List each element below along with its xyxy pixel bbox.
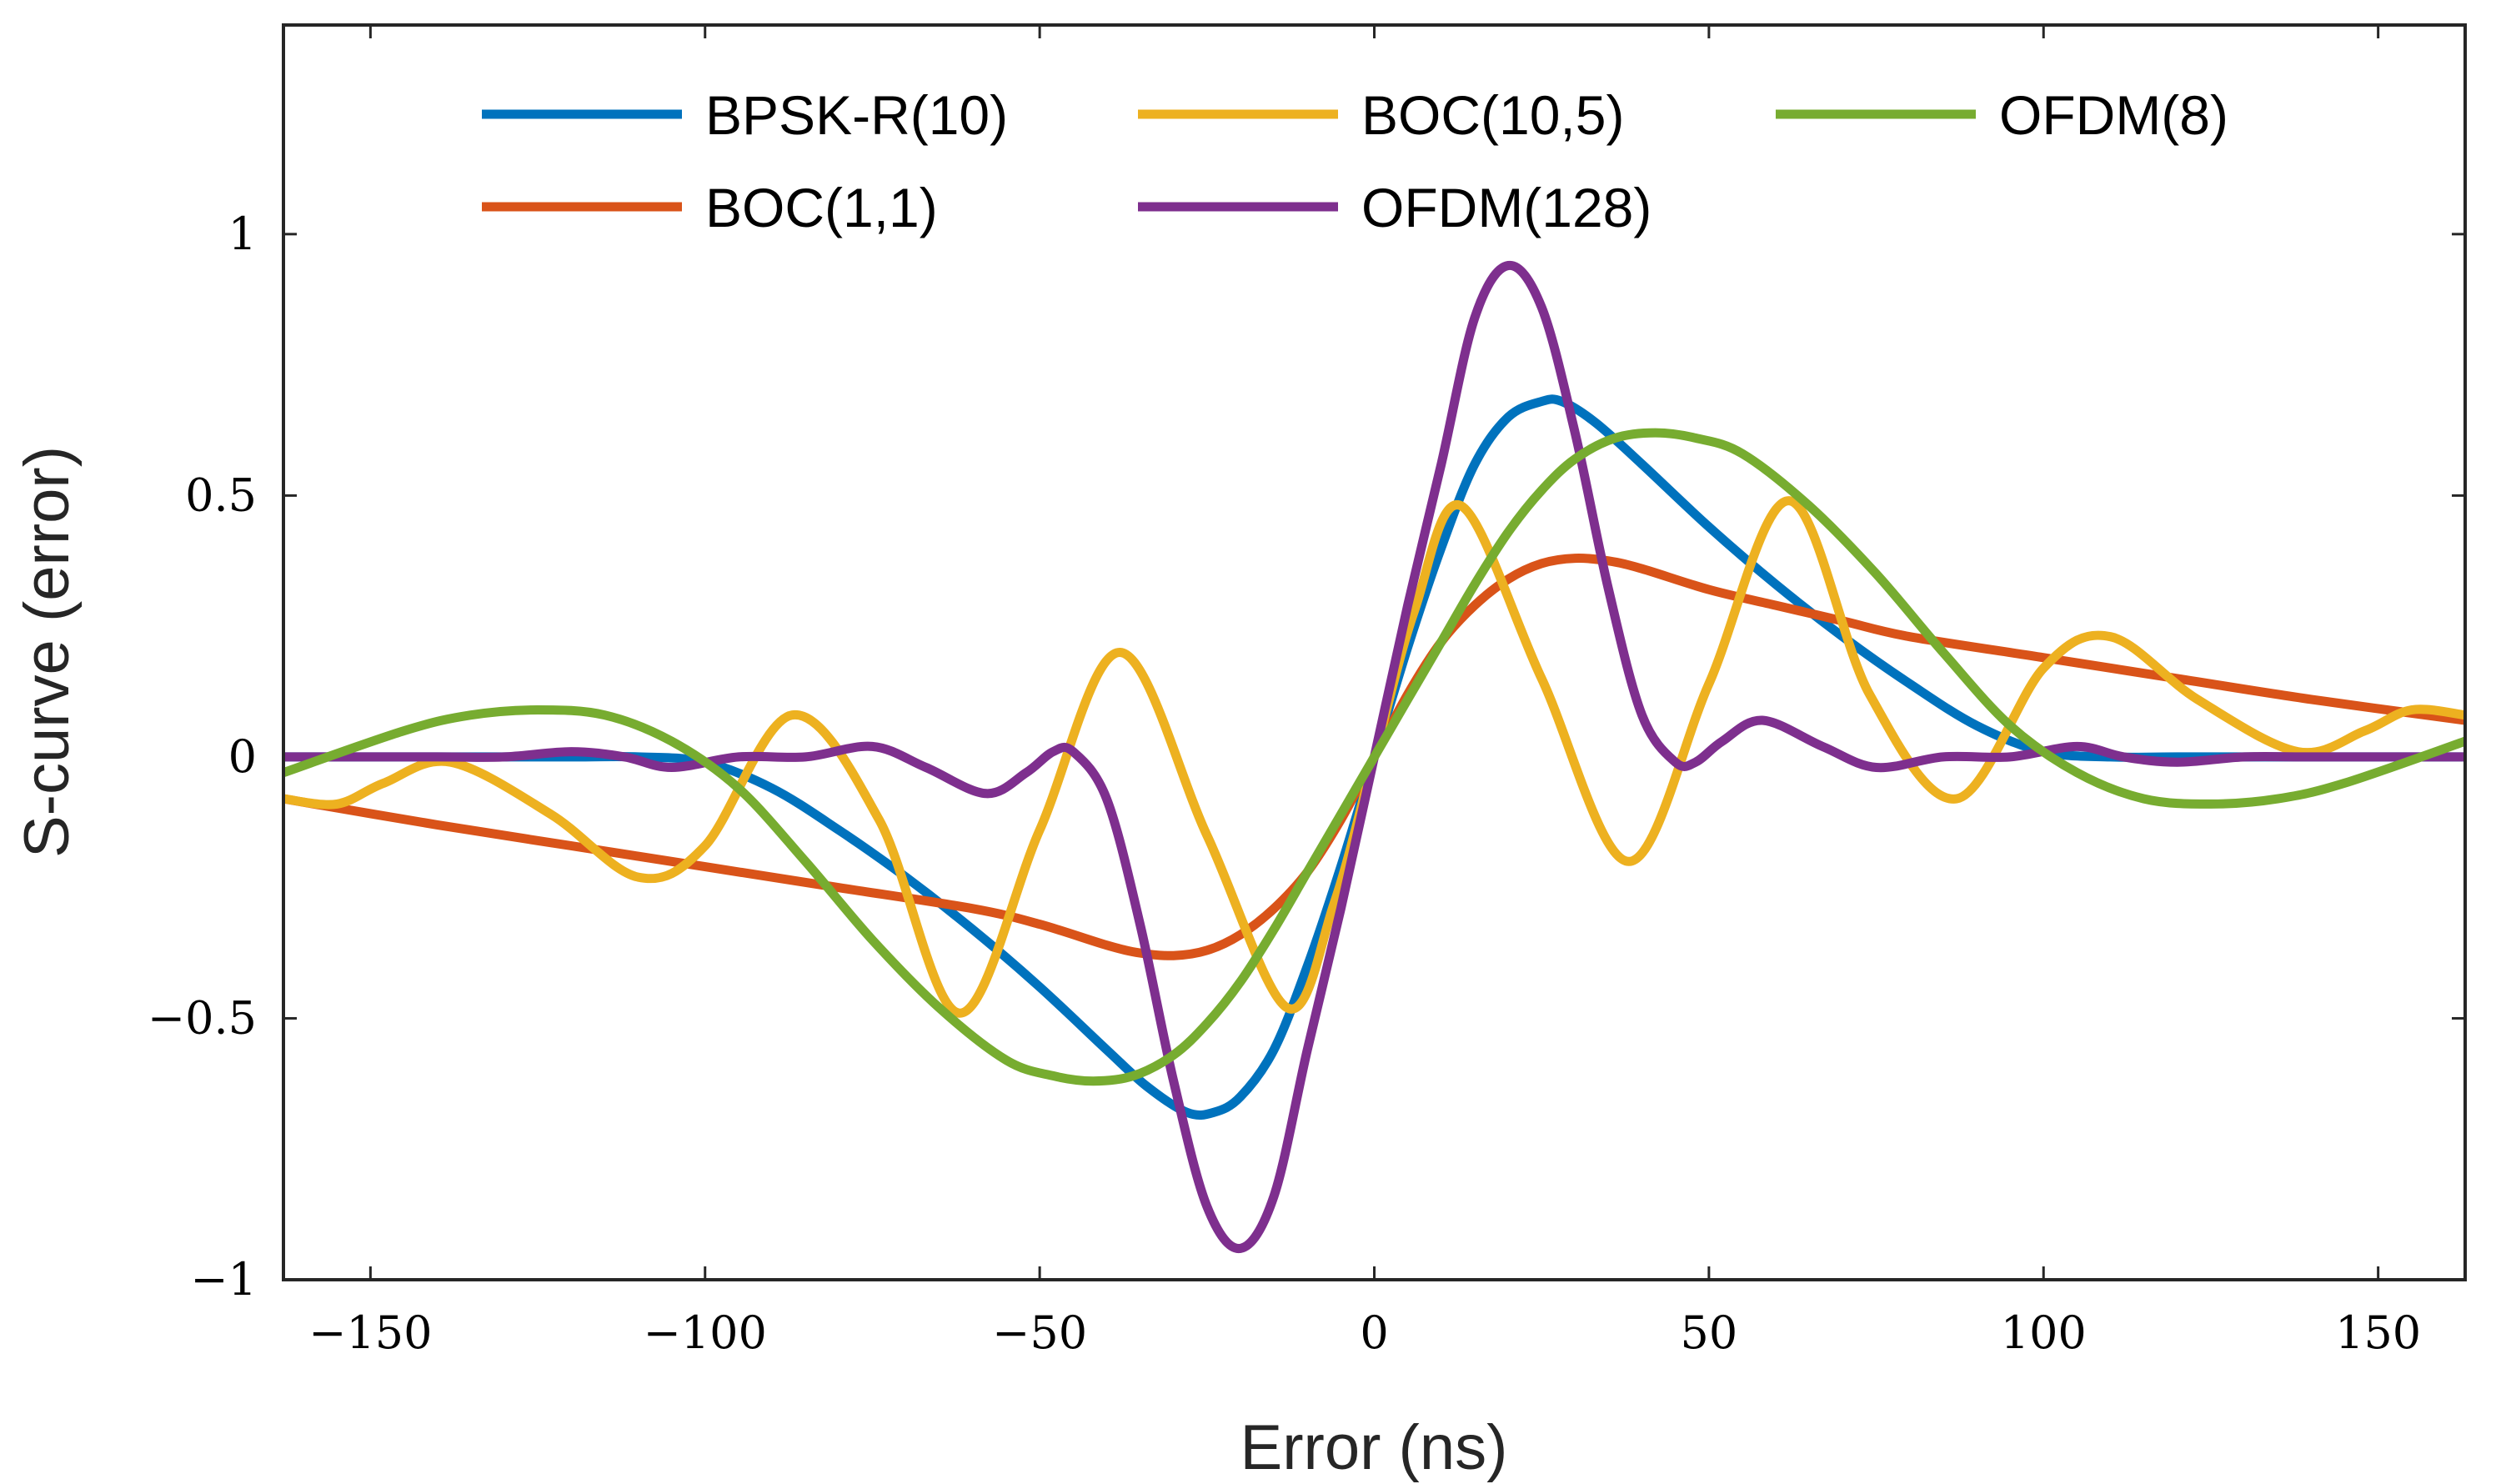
- y-axis-label: S-curve (error): [12, 446, 83, 858]
- legend-label: BPSK-R(10): [705, 84, 1008, 146]
- x-tick-label: 50: [1681, 1306, 1738, 1359]
- y-tick-label: −1: [190, 1253, 257, 1306]
- series-lines: [283, 260, 2465, 1253]
- series-line-ofdm-8: [283, 428, 2465, 1086]
- legend: BPSK-R(10) BOC(10,5) OFDM(8) BOC(1,1) OFDM(1…: [482, 84, 2228, 238]
- axis-ticks: −150 −100 −50 0 50 100 150 −1 −0.5 0 0.5 1: [148, 25, 2465, 1359]
- legend-label: BOC(1,1): [705, 177, 938, 238]
- x-tick-label: −150: [308, 1306, 432, 1359]
- x-axis-label: Error (ns): [1240, 1412, 1508, 1483]
- legend-label: OFDM(8): [1999, 84, 2228, 146]
- legend-label: BOC(10,5): [1361, 84, 1624, 146]
- y-tick-label: −0.5: [148, 991, 257, 1044]
- x-tick-label: 0: [1360, 1306, 1388, 1359]
- x-tick-label: −50: [992, 1306, 1087, 1359]
- x-tick-label: 100: [2001, 1306, 2087, 1359]
- y-tick-label: 1: [228, 208, 257, 260]
- legend-label: OFDM(128): [1361, 177, 1651, 238]
- plot-frame: [282, 23, 2467, 1281]
- x-tick-label: −100: [644, 1306, 767, 1359]
- y-tick-label: 0: [228, 730, 257, 783]
- x-tick-label: 150: [2335, 1306, 2421, 1359]
- y-tick-label: 0.5: [185, 469, 257, 521]
